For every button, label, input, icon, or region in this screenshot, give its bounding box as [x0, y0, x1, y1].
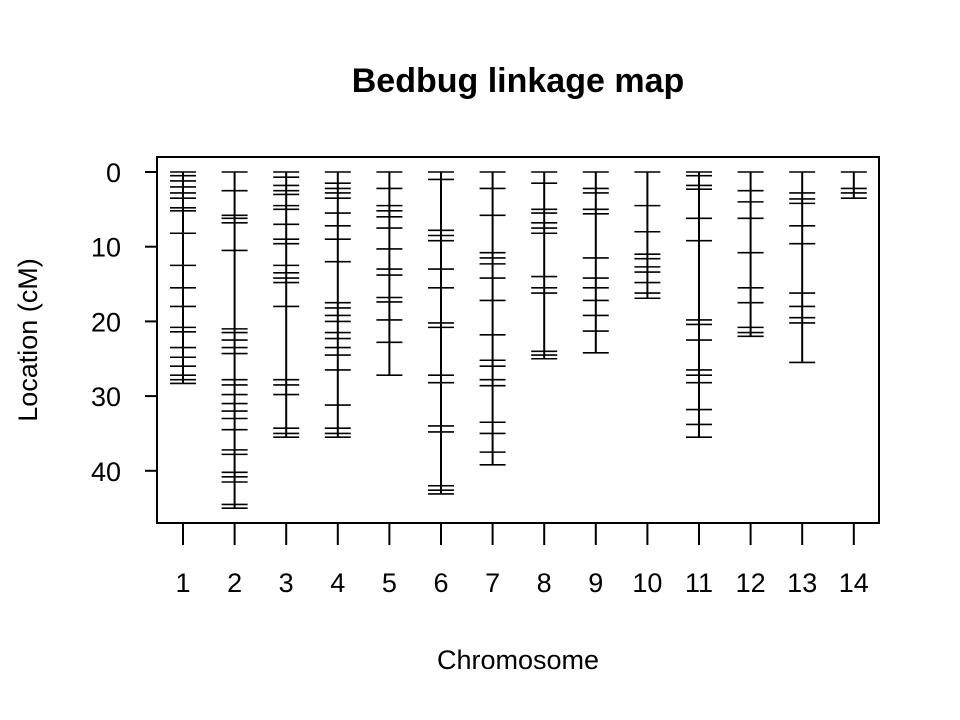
x-tick-label-3: 3 — [279, 568, 294, 598]
x-tick-label-10: 10 — [632, 568, 662, 598]
plot-frame — [156, 156, 880, 524]
chromosome-6 — [428, 171, 454, 495]
chromosome-9 — [582, 171, 609, 354]
x-tick-label-8: 8 — [537, 568, 552, 598]
x-axis-label: Chromosome — [437, 645, 599, 675]
chromosome-11 — [686, 171, 712, 438]
x-tick-label-6: 6 — [433, 568, 448, 598]
chromosome-3 — [273, 171, 300, 438]
chromosome-5 — [376, 171, 403, 376]
y-tick-label-30: 30 — [91, 382, 121, 412]
y-tick-label-10: 10 — [91, 233, 121, 263]
x-tick-label-12: 12 — [736, 568, 766, 598]
chart-title: Bedbug linkage map — [352, 62, 685, 100]
x-tick-label-14: 14 — [839, 568, 869, 598]
x-axis: 1 2 3 4 5 6 7 8 9 10 11 12 13 14 — [175, 523, 869, 598]
chromosome-13 — [789, 171, 816, 364]
y-tick-label-20: 20 — [91, 307, 121, 337]
x-tick-label-7: 7 — [485, 568, 500, 598]
y-axis-label: Location (cM) — [13, 258, 43, 422]
x-tick-label-11: 11 — [685, 568, 713, 598]
x-tick-label-5: 5 — [382, 568, 397, 598]
chromosome-14 — [840, 171, 867, 199]
chromosome-10 — [634, 171, 661, 300]
chromosome-12 — [737, 171, 764, 338]
y-tick-label-40: 40 — [91, 457, 121, 487]
chromosome-group — [170, 171, 867, 509]
chromosome-8 — [531, 171, 558, 360]
x-tick-label-4: 4 — [330, 568, 345, 598]
chromosome-7 — [479, 171, 506, 466]
x-tick-label-9: 9 — [588, 568, 603, 598]
y-axis: 0 10 20 30 40 — [91, 158, 157, 487]
y-tick-label-0: 0 — [106, 158, 121, 188]
chromosome-2 — [221, 171, 248, 509]
x-tick-label-13: 13 — [787, 568, 817, 598]
chromosome-4 — [324, 171, 351, 438]
x-tick-label-1: 1 — [175, 568, 190, 598]
x-tick-label-2: 2 — [227, 568, 242, 598]
chromosome-1 — [170, 171, 196, 385]
